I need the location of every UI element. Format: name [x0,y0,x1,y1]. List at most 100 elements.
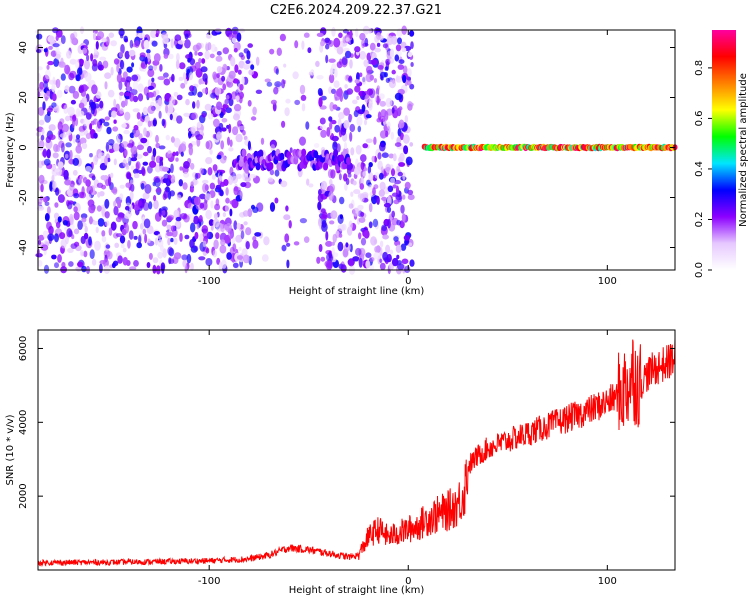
noise-cell [64,179,72,186]
noise-cell [352,207,360,217]
snr-series-line [37,338,676,568]
noise-cell [379,258,383,263]
noise-cell [232,126,239,136]
noise-cell [358,257,363,268]
noise-cell [163,72,169,78]
noise-cell [349,123,356,133]
noise-cell [77,261,84,268]
noise-cell [83,250,88,258]
noise-cell [198,215,203,223]
noise-cell [319,117,326,125]
noise-cell [52,152,59,159]
noise-cell [182,182,188,190]
noise-cell [224,98,229,105]
noise-cell [162,210,166,216]
noise-cell [389,249,394,255]
noise-cell [106,126,112,135]
noise-cell [113,200,117,208]
noise-cell [79,59,85,65]
noise-cell [138,234,142,245]
noise-cell [221,75,226,82]
spectrogram-y-ticks: -40 -20 0 20 40 [18,41,675,256]
noise-cell [333,37,341,48]
noise-cell [110,221,117,231]
noise-cell [204,103,212,111]
noise-cell [288,220,292,229]
noise-cell [219,189,224,197]
noise-cell [260,137,265,145]
noise-cell [95,226,99,234]
noise-cell [133,124,139,131]
noise-cell [129,191,134,201]
noise-cell [336,143,341,153]
spectrogram-panel: -100 0 100 -40 -20 0 20 40 Height of straight … [5,25,678,297]
noise-cell [356,95,360,101]
noise-cell [373,252,381,260]
noise-cell [357,204,364,211]
noise-cell [372,218,379,228]
noise-cell [165,104,169,114]
noise-cell [197,51,203,57]
noise-cell [368,162,373,168]
noise-cell [299,218,307,224]
noise-cell [118,134,123,140]
noise-cell [270,144,276,152]
noise-cell [184,234,190,240]
noise-cell [215,184,222,190]
noise-cell [244,176,251,182]
noise-cell [85,112,92,120]
noise-cell [212,71,218,80]
noise-cell [142,151,149,157]
noise-cell [274,169,280,177]
noise-cell [221,118,228,123]
noise-cell [365,252,372,258]
noise-cell [379,142,386,152]
noise-cell [397,263,405,270]
noise-cell [140,137,148,144]
noise-cell [167,237,171,246]
noise-cell [274,197,279,204]
noise-cell [121,100,126,108]
noise-cell [213,213,218,220]
noise-cell [223,179,229,186]
noise-cell [404,265,411,273]
noise-cell [183,112,190,117]
noise-cell [214,86,222,96]
noise-cell [188,145,193,156]
noise-cell [219,175,223,182]
noise-cell [406,80,412,86]
noise-cell [48,45,53,50]
noise-cell [348,203,354,209]
noise-cell [147,238,151,244]
noise-cell [410,41,414,49]
noise-cell [51,83,56,93]
noise-cell [240,54,245,61]
noise-cell [320,129,327,138]
noise-cell [394,54,400,62]
noise-cell [166,224,172,230]
noise-cell [130,145,138,155]
noise-cell [305,121,310,130]
noise-cell [234,64,239,73]
noise-cell [219,111,224,119]
noise-cell [143,127,147,137]
noise-cell [245,241,250,250]
noise-cell [80,213,88,219]
noise-cell [182,72,187,81]
noise-cell [100,175,107,181]
noise-cell [166,232,174,237]
noise-cell [364,94,370,103]
noise-cell [67,247,74,253]
noise-cell [171,73,175,83]
noise-cell [364,119,367,126]
noise-cell [361,104,366,113]
noise-cell [364,37,369,47]
noise-cell [148,65,154,71]
noise-cell [280,180,288,188]
noise-cell [48,124,56,131]
noise-cell [194,130,200,138]
noise-cell [325,260,333,271]
noise-cell [317,201,322,211]
noise-cell [81,265,87,273]
noise-cell [334,124,341,133]
